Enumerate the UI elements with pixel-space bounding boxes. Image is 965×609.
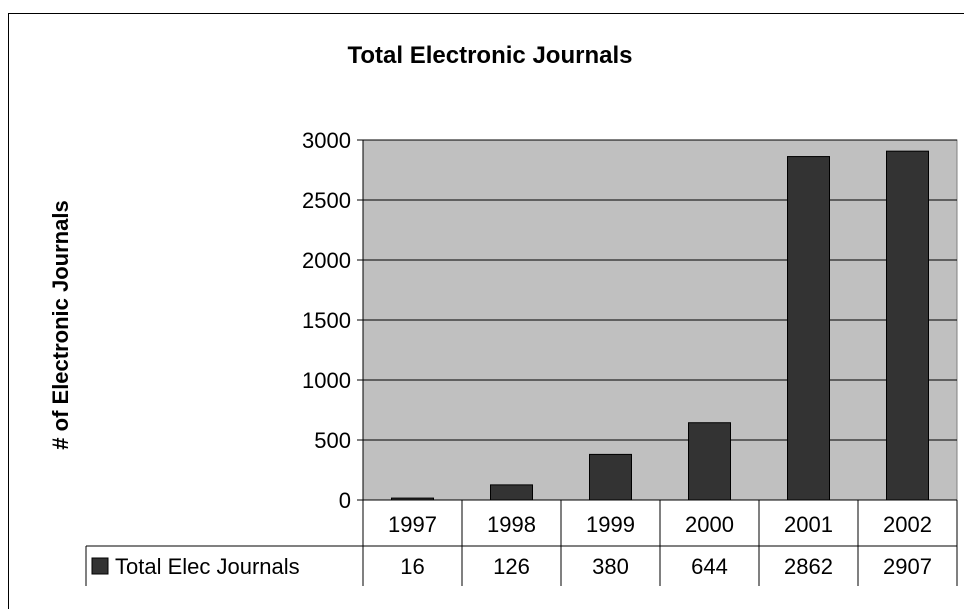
table-value-1997: 16 (400, 554, 424, 579)
table-value-1999: 380 (592, 554, 629, 579)
bar-2001 (787, 156, 830, 501)
table-header-2001: 2001 (784, 512, 833, 537)
data-table: 1997 1998 1999 2000 2001 2002 Total Elec Journ… (85, 499, 958, 586)
y-tick-label: 3000 (302, 128, 351, 153)
bars (391, 150, 929, 501)
bar-2002 (886, 150, 929, 501)
y-tick-label: 2000 (302, 248, 351, 273)
y-tick-label: 500 (314, 428, 351, 453)
table-header-1997: 1997 (388, 512, 437, 537)
y-tick-label: 0 (339, 488, 351, 513)
table-value-1998: 126 (493, 554, 530, 579)
legend-series-name: Total Elec Journals (115, 554, 300, 579)
chart-frame (8, 13, 964, 609)
bar-2000 (688, 422, 731, 501)
legend-key-swatch (91, 557, 109, 575)
bar-1998 (490, 484, 533, 501)
y-tick-label: 2500 (302, 188, 351, 213)
table-value-2002: 2907 (883, 554, 932, 579)
y-tick-label: 1500 (302, 308, 351, 333)
y-tick-label: 1000 (302, 368, 351, 393)
gridlines (357, 139, 957, 501)
table-header-2002: 2002 (883, 512, 932, 537)
bar-1999 (589, 453, 632, 501)
table-header-2000: 2000 (685, 512, 734, 537)
table-header-1999: 1999 (586, 512, 635, 537)
table-value-2000: 644 (691, 554, 728, 579)
chart-title: Total Electronic Journals (347, 42, 633, 69)
table-header-1998: 1998 (487, 512, 536, 537)
table-value-2001: 2862 (784, 554, 833, 579)
y-tick-labels: 0 500 1000 1500 2000 2500 3000 (302, 128, 351, 513)
